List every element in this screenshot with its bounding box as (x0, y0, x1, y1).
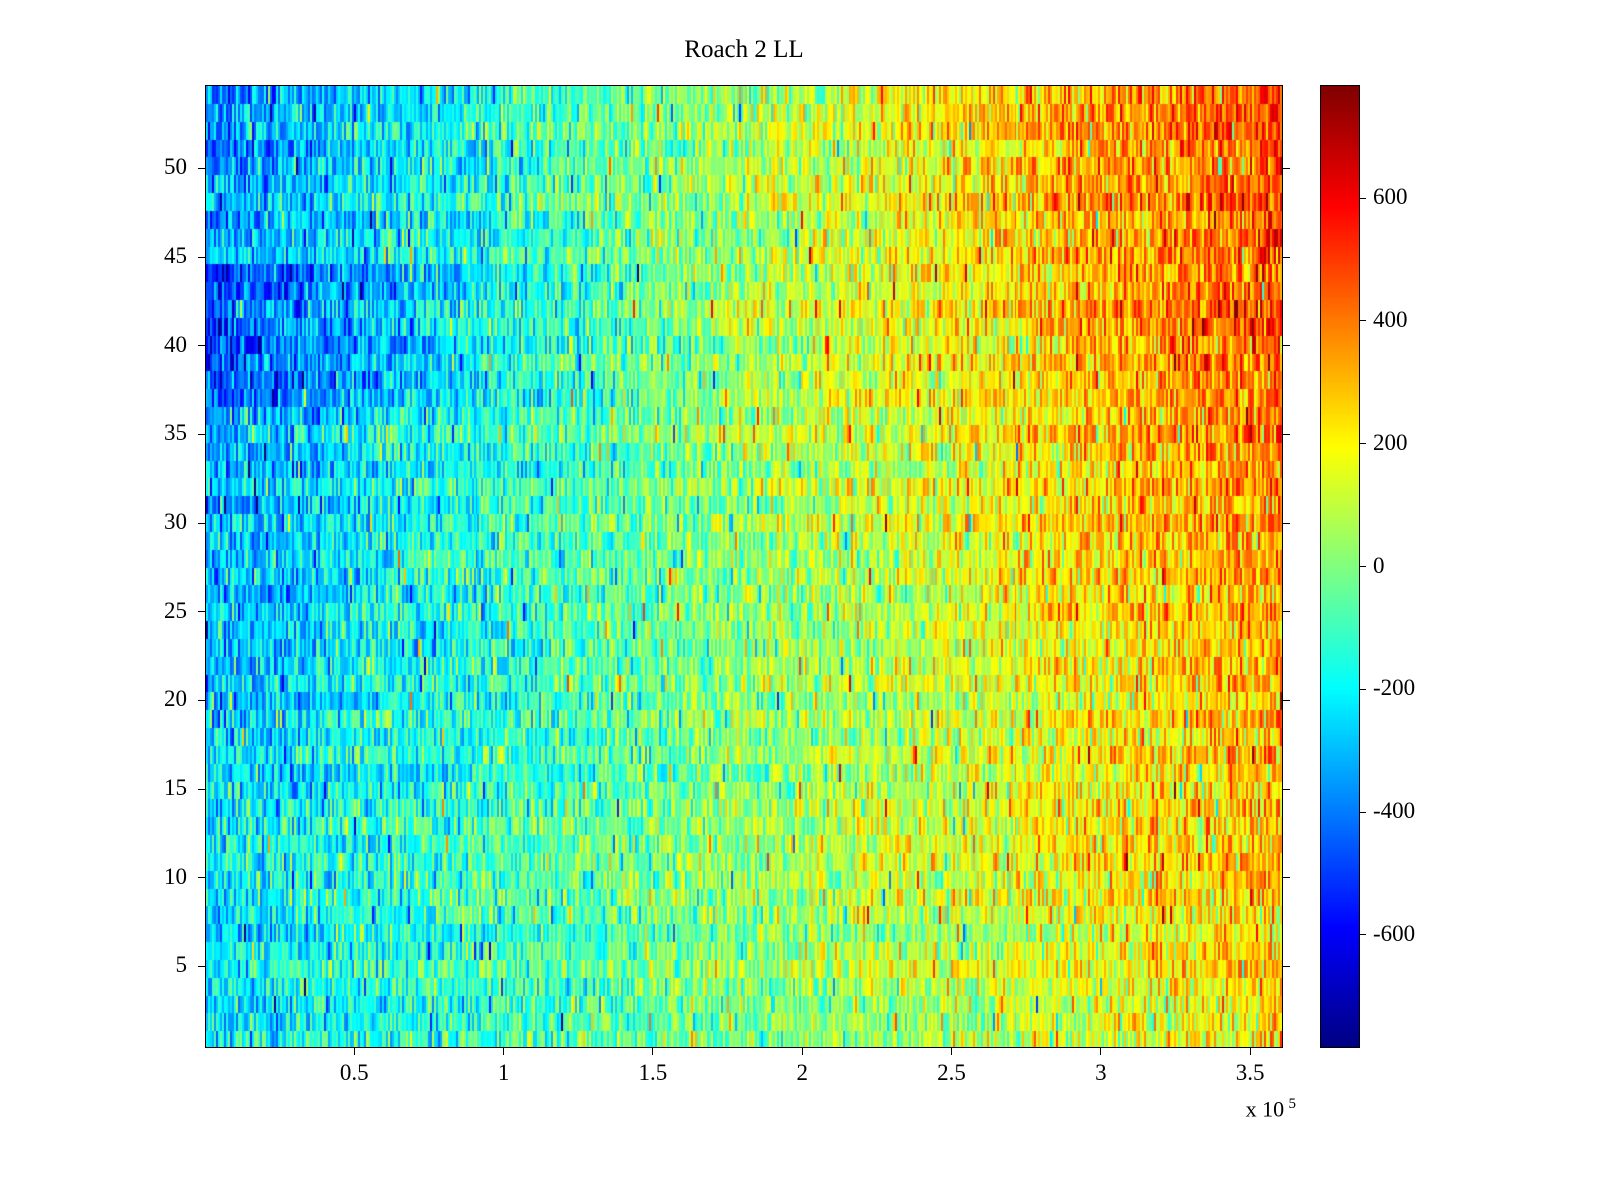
x-axis-tick-label: 3 (1095, 1060, 1107, 1085)
y-axis-tick (198, 699, 205, 701)
colorbar-tick-label: -600 (1373, 920, 1416, 946)
colorbar (1320, 85, 1360, 1048)
exponent-prefix: x 10 (1245, 1096, 1285, 1122)
y-axis-tick (198, 345, 205, 347)
y-axis-tick-label: 10 (164, 863, 187, 889)
heatmap-canvas (206, 86, 1282, 1047)
colorbar-tick (1360, 443, 1366, 445)
y-axis-tick-right (1283, 788, 1290, 790)
x-axis-tick (801, 1048, 803, 1055)
y-axis-tick-right (1283, 522, 1290, 524)
y-axis-tick-label: 35 (164, 420, 187, 446)
colorbar-tick (1360, 811, 1366, 813)
colorbar-tick (1360, 688, 1366, 690)
y-axis-tick (198, 877, 205, 879)
x-axis-tick (353, 1048, 355, 1055)
x-axis-exponent-label: x 10 5 (1204, 1096, 1296, 1122)
y-axis-tick (198, 433, 205, 435)
y-axis-tick-label: 40 (164, 331, 187, 357)
y-axis-tick (198, 256, 205, 258)
colorbar-tick (1360, 934, 1366, 936)
y-axis-tick (198, 965, 205, 967)
exponent-value: 5 (1288, 1096, 1297, 1112)
x-axis-tick-label: 1 (497, 1060, 510, 1085)
x-axis-tick-label: 2.5 (937, 1060, 966, 1085)
y-axis-tick-label: 45 (164, 243, 187, 269)
colorbar-tick-label: -200 (1373, 675, 1416, 701)
y-axis-tick-right (1283, 611, 1290, 613)
y-axis-tick-right (1283, 699, 1290, 701)
x-axis-tick (1100, 1048, 1102, 1055)
y-axis-tick (198, 788, 205, 790)
heatmap-plot-area (205, 85, 1283, 1048)
y-axis-tick-label: 50 (164, 154, 187, 180)
y-axis-tick-label: 20 (164, 686, 187, 712)
colorbar-tick (1360, 320, 1366, 322)
y-axis-tick-right (1283, 877, 1290, 879)
colorbar-tick-label: 600 (1373, 184, 1408, 209)
y-axis-tick-label: 5 (175, 952, 188, 978)
x-axis-tick-label: 0.5 (339, 1060, 369, 1085)
y-axis-tick-right (1283, 167, 1290, 169)
colorbar-tick-label: -400 (1373, 798, 1416, 824)
y-axis-tick-right (1283, 256, 1290, 258)
y-axis-tick-right (1283, 433, 1290, 435)
colorbar-tick (1360, 566, 1366, 567)
colorbar-canvas (1321, 86, 1359, 1047)
y-axis-tick (198, 611, 205, 613)
x-axis-tick (503, 1048, 505, 1055)
y-axis-tick-right (1283, 345, 1290, 347)
y-axis-tick-label: 15 (164, 775, 187, 801)
chart-title: Roach 2 LL (684, 36, 804, 63)
x-axis-tick-label: 3.5 (1235, 1060, 1265, 1085)
y-axis-tick-label: 30 (164, 509, 187, 535)
colorbar-tick-label: 400 (1373, 306, 1408, 332)
x-axis-tick (1249, 1048, 1251, 1055)
colorbar-tick-label: 0 (1373, 552, 1385, 578)
y-axis-tick-right (1283, 965, 1290, 967)
y-axis-tick (198, 167, 205, 169)
y-axis-tick (198, 522, 205, 524)
x-axis-tick (951, 1048, 953, 1055)
colorbar-tick-label: 200 (1373, 429, 1408, 455)
y-axis-tick-label: 25 (164, 597, 187, 623)
colorbar-tick (1360, 197, 1366, 199)
x-axis-tick-label: 1.5 (638, 1060, 668, 1085)
x-axis-tick-label: 2 (796, 1060, 808, 1085)
x-axis-tick (652, 1048, 654, 1055)
